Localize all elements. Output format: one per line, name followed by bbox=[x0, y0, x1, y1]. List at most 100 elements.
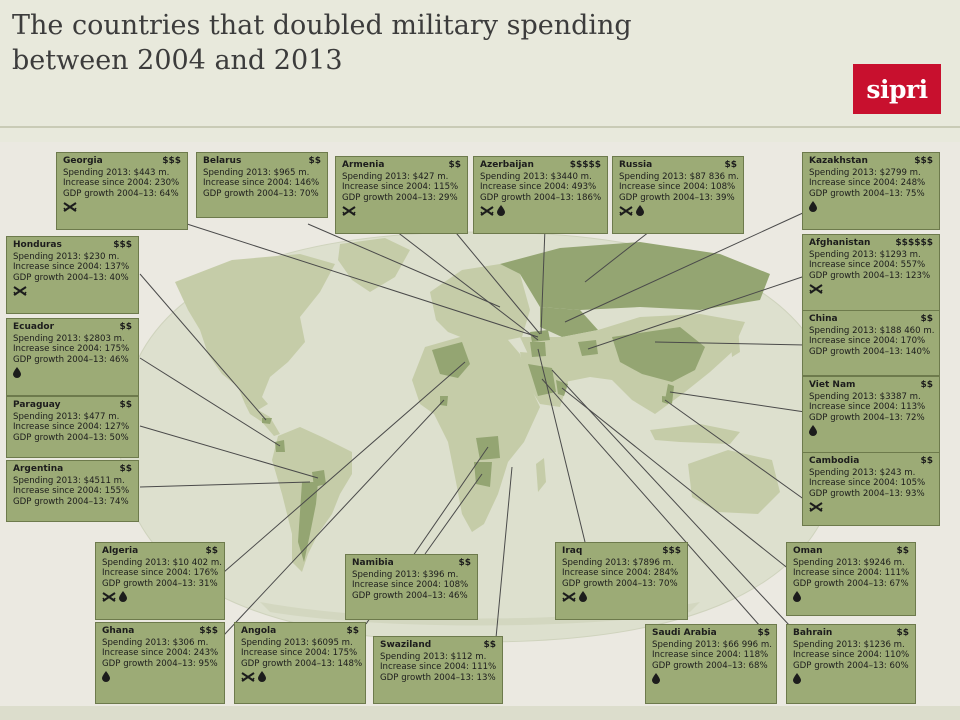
crossed-rifles-icon bbox=[13, 286, 27, 296]
leader-bahrain bbox=[551, 369, 791, 627]
spending-rating: $$$$$ bbox=[569, 160, 601, 170]
increase-line: Increase since 2004: 155% bbox=[13, 486, 130, 497]
country-card-russia: Russia $$ Spending 2013: $87 836 m. Increas… bbox=[612, 156, 744, 234]
land-madagascar bbox=[536, 458, 546, 492]
country-name: Honduras bbox=[13, 240, 62, 250]
spending-line: Spending 2013: $427 m. bbox=[342, 172, 449, 182]
country-name: Argentina bbox=[13, 464, 64, 474]
land-afghanistan bbox=[578, 340, 598, 356]
country-icons bbox=[793, 591, 909, 603]
spending-line: Spending 2013: $477 m. bbox=[13, 412, 120, 422]
leader-ghana bbox=[223, 399, 445, 636]
gdp-line: GDP growth 2004–13: 186% bbox=[480, 192, 602, 203]
leader-paraguay bbox=[139, 425, 319, 479]
gdp-line: GDP growth 2004–13: 29% bbox=[342, 192, 458, 203]
spending-line: Spending 2013: $443 m. bbox=[63, 168, 170, 178]
gdp-line: GDP growth 2004–13: 39% bbox=[619, 192, 735, 203]
spending-rating: $$$ bbox=[914, 156, 933, 166]
country-icons bbox=[241, 671, 359, 683]
oil-drop-icon bbox=[119, 591, 127, 603]
gdp-line: GDP growth 2004–13: 148% bbox=[241, 658, 363, 669]
leader-namibia bbox=[424, 473, 483, 555]
leader-ecuador bbox=[139, 357, 281, 447]
country-card-kazakhstan: Kazakhstan $$$ Spending 2013: $2799 m. Incr… bbox=[802, 152, 940, 230]
country-name: Swaziland bbox=[380, 640, 432, 650]
increase-line: Increase since 2004: 111% bbox=[793, 568, 910, 579]
country-header: Iraq $$$ bbox=[562, 546, 681, 557]
country-header: Ecuador $$ bbox=[13, 322, 132, 333]
oil-drop-icon bbox=[793, 591, 801, 603]
country-card-ghana: Ghana $$$ Spending 2013: $306 m. Increase s… bbox=[95, 622, 225, 704]
oil-drop-icon bbox=[497, 205, 505, 217]
country-icons bbox=[480, 205, 601, 217]
spending-rating: $$$$$$ bbox=[895, 238, 933, 248]
spending-rating: $$ bbox=[119, 322, 132, 332]
spending-line: Spending 2013: $2803 m. bbox=[13, 334, 125, 344]
increase-line: Increase since 2004: 108% bbox=[619, 182, 736, 193]
country-icons bbox=[102, 671, 218, 683]
country-card-belarus: Belarus $$ Spending 2013: $965 m. Increase … bbox=[196, 152, 328, 218]
gdp-line: GDP growth 2004–13: 46% bbox=[352, 590, 468, 601]
increase-line: Increase since 2004: 127% bbox=[13, 422, 130, 433]
increase-line: Increase since 2004: 248% bbox=[809, 178, 926, 189]
land-algeria bbox=[432, 342, 470, 378]
gdp-line: GDP growth 2004–13: 75% bbox=[809, 188, 925, 199]
spending-rating: $$ bbox=[920, 380, 933, 390]
leader-china bbox=[654, 341, 806, 346]
land-china bbox=[612, 327, 705, 382]
spending-line: Spending 2013: $1236 m. bbox=[793, 640, 905, 650]
increase-line: Increase since 2004: 111% bbox=[380, 662, 497, 673]
increase-line: Increase since 2004: 284% bbox=[562, 568, 679, 579]
leader-belarus bbox=[307, 223, 501, 308]
country-card-ecuador: Ecuador $$ Spending 2013: $2803 m. Increase… bbox=[6, 318, 139, 396]
leader-armenia bbox=[391, 227, 539, 341]
land-namibia bbox=[474, 462, 492, 487]
gdp-line: GDP growth 2004–13: 67% bbox=[793, 578, 909, 589]
increase-line: Increase since 2004: 175% bbox=[13, 344, 130, 355]
increase-line: Increase since 2004: 105% bbox=[809, 478, 926, 489]
land-north-america bbox=[175, 254, 335, 410]
header-divider bbox=[0, 126, 960, 128]
country-name: Paraguay bbox=[13, 400, 61, 410]
crossed-rifles-icon bbox=[562, 592, 576, 602]
spending-line: Spending 2013: $965 m. bbox=[203, 168, 310, 178]
country-header: Ghana $$$ bbox=[102, 626, 218, 637]
country-name: Ecuador bbox=[13, 322, 55, 332]
spending-line: Spending 2013: $6095 m. bbox=[241, 638, 353, 648]
country-header: Paraguay $$ bbox=[13, 400, 132, 411]
country-icons bbox=[793, 673, 909, 685]
country-card-angola: Angola $$ Spending 2013: $6095 m. Increase … bbox=[234, 622, 366, 704]
country-name: Viet Nam bbox=[809, 380, 856, 390]
spending-line: Spending 2013: $3440 m. bbox=[480, 172, 592, 182]
country-icons bbox=[342, 205, 461, 217]
leader-russia bbox=[584, 227, 655, 283]
country-name: Ghana bbox=[102, 626, 135, 636]
oil-drop-icon bbox=[793, 673, 801, 685]
country-card-algeria: Algeria $$ Spending 2013: $10 402 m. Increa… bbox=[95, 542, 225, 620]
country-header: Bahrain $$ bbox=[793, 628, 909, 639]
oil-drop-icon bbox=[652, 673, 660, 685]
land-japan bbox=[730, 328, 740, 357]
gdp-line: GDP growth 2004–13: 46% bbox=[13, 354, 129, 365]
spending-line: Spending 2013: $9246 m. bbox=[793, 558, 905, 568]
gdp-line: GDP growth 2004–13: 64% bbox=[63, 188, 179, 199]
country-header: Azerbaijan $$$$$ bbox=[480, 160, 601, 171]
country-header: Angola $$ bbox=[241, 626, 359, 637]
country-header: Afghanistan $$$$$$ bbox=[809, 238, 933, 249]
country-icons bbox=[652, 673, 770, 685]
spending-line: Spending 2013: $87 836 m. bbox=[619, 172, 739, 182]
leader-georgia bbox=[186, 223, 539, 338]
spending-line: Spending 2013: $66 996 m. bbox=[652, 640, 772, 650]
country-icons bbox=[809, 283, 933, 295]
spending-rating: $$ bbox=[896, 546, 909, 556]
country-card-iraq: Iraq $$$ Spending 2013: $7896 m. Increase s… bbox=[555, 542, 688, 620]
country-header: Algeria $$ bbox=[102, 546, 218, 557]
spending-line: Spending 2013: $1293 m. bbox=[809, 250, 921, 260]
country-icons bbox=[13, 285, 132, 297]
country-name: Oman bbox=[793, 546, 823, 556]
oil-drop-icon bbox=[258, 671, 266, 683]
country-icons bbox=[102, 591, 218, 603]
leader-iraq bbox=[537, 348, 586, 543]
page-title: The countries that doubled military spen… bbox=[12, 8, 632, 78]
spending-rating: $$ bbox=[346, 626, 359, 636]
